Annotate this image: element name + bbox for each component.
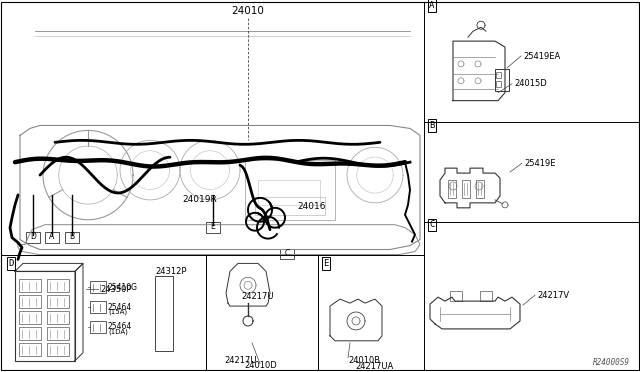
Text: C: C: [429, 220, 435, 229]
Bar: [26, 232, 40, 243]
Text: 24015D: 24015D: [514, 79, 547, 88]
Bar: [90, 321, 106, 333]
Text: 24019R: 24019R: [182, 195, 218, 204]
Text: 24010: 24010: [232, 6, 264, 16]
Bar: [476, 180, 484, 198]
Bar: [90, 281, 106, 293]
Bar: [245, 160, 335, 220]
Bar: [480, 291, 492, 301]
Bar: [258, 180, 320, 205]
Bar: [448, 180, 456, 198]
Bar: [280, 248, 294, 259]
Text: (15A): (15A): [108, 309, 127, 315]
Bar: [65, 232, 79, 243]
Bar: [47, 311, 69, 324]
Text: 24217U: 24217U: [241, 292, 273, 301]
Text: B: B: [69, 232, 75, 241]
Bar: [19, 311, 41, 324]
Bar: [495, 69, 509, 91]
Text: 24010D: 24010D: [244, 361, 276, 370]
Text: 24010B: 24010B: [348, 356, 380, 365]
Bar: [19, 279, 41, 292]
Bar: [90, 301, 106, 313]
Bar: [19, 343, 41, 356]
Text: D: D: [30, 232, 36, 241]
Bar: [19, 295, 41, 308]
Bar: [206, 222, 220, 232]
Text: 25419EA: 25419EA: [523, 51, 560, 61]
Text: 25464: 25464: [108, 323, 132, 331]
Bar: [19, 327, 41, 340]
Bar: [45, 232, 59, 243]
Bar: [47, 295, 69, 308]
Text: B: B: [429, 121, 435, 130]
Bar: [47, 343, 69, 356]
Text: 25419E: 25419E: [524, 159, 556, 168]
Text: E: E: [211, 222, 216, 231]
Bar: [255, 197, 325, 215]
Text: E: E: [323, 259, 329, 268]
Text: 24217V: 24217V: [537, 291, 569, 300]
Text: R24000S9: R24000S9: [593, 358, 630, 367]
Text: 25410G: 25410G: [108, 283, 138, 292]
Bar: [462, 180, 470, 198]
Bar: [47, 279, 69, 292]
Bar: [155, 276, 173, 351]
Bar: [450, 291, 462, 301]
Text: 24016: 24016: [298, 202, 326, 211]
Text: A: A: [429, 1, 435, 10]
Bar: [496, 72, 501, 78]
Bar: [47, 327, 69, 340]
Bar: [15, 271, 75, 361]
Bar: [496, 81, 501, 87]
Text: 24217UA: 24217UA: [355, 362, 393, 371]
Text: 24350P: 24350P: [100, 285, 131, 294]
Text: A: A: [49, 232, 54, 241]
Text: 24217U: 24217U: [225, 356, 257, 365]
Text: 24312P: 24312P: [155, 267, 186, 276]
Text: C: C: [284, 249, 290, 258]
Text: 25464: 25464: [108, 302, 132, 312]
Text: D: D: [8, 259, 13, 268]
Text: (1DA): (1DA): [108, 328, 128, 335]
